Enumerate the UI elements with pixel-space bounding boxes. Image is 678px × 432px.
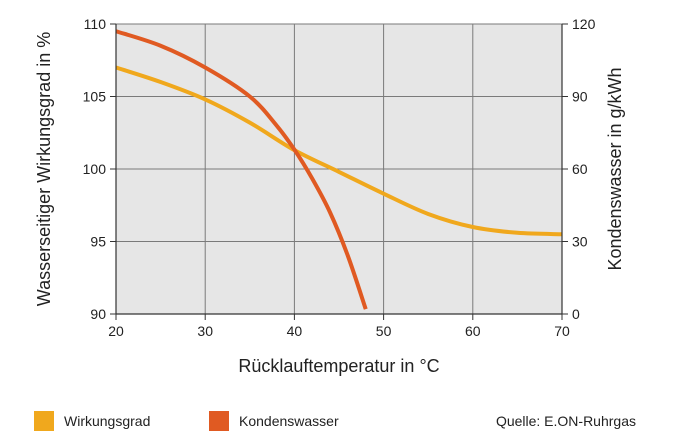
legend-label-kondenswasser: Kondenswasser xyxy=(239,413,339,429)
x-tick-label: 20 xyxy=(108,323,124,339)
grid xyxy=(115,23,563,315)
x-axis-title: Rücklauftemperatur in °C xyxy=(238,356,439,376)
series-line-wirkungsgrad xyxy=(115,65,563,237)
y-left-tick-label: 100 xyxy=(83,161,107,177)
y-right-tick-label: 60 xyxy=(572,161,588,177)
series-line-kondenswasser xyxy=(115,29,368,310)
source-note: Quelle: E.ON-Ruhrgas xyxy=(496,413,636,429)
legend-label-wirkungsgrad: Wirkungsgrad xyxy=(64,413,150,429)
y-right-tick-label: 120 xyxy=(572,16,596,32)
y-left-tick-label: 110 xyxy=(84,16,107,32)
y-left-tick-label: 105 xyxy=(83,89,107,105)
x-tick-label: 30 xyxy=(197,323,213,339)
legend-swatch-kondenswasser xyxy=(209,411,229,431)
x-tick-label: 70 xyxy=(554,323,570,339)
series-layer xyxy=(115,29,563,310)
legend: Wirkungsgrad Kondenswasser xyxy=(34,411,339,431)
y-right-tick-label: 90 xyxy=(572,89,588,105)
y-left-tick-label: 95 xyxy=(90,234,106,250)
ticks: 20 30 40 50 60 70 90 95 100 105 110 0 30 60 90 120 xyxy=(83,16,596,339)
y-left-tick-label: 90 xyxy=(90,306,106,322)
x-tick-label: 50 xyxy=(376,323,392,339)
legend-swatch-wirkungsgrad xyxy=(34,411,54,431)
y-axis-left-title: Wasserseitiger Wirkungsgrad in % xyxy=(34,32,54,306)
y-right-tick-label: 0 xyxy=(572,306,580,322)
y-axis-right-title: Kondenswasser in g/kWh xyxy=(605,67,625,270)
y-right-tick-label: 30 xyxy=(572,234,588,250)
x-tick-label: 60 xyxy=(465,323,481,339)
x-tick-label: 40 xyxy=(287,323,303,339)
